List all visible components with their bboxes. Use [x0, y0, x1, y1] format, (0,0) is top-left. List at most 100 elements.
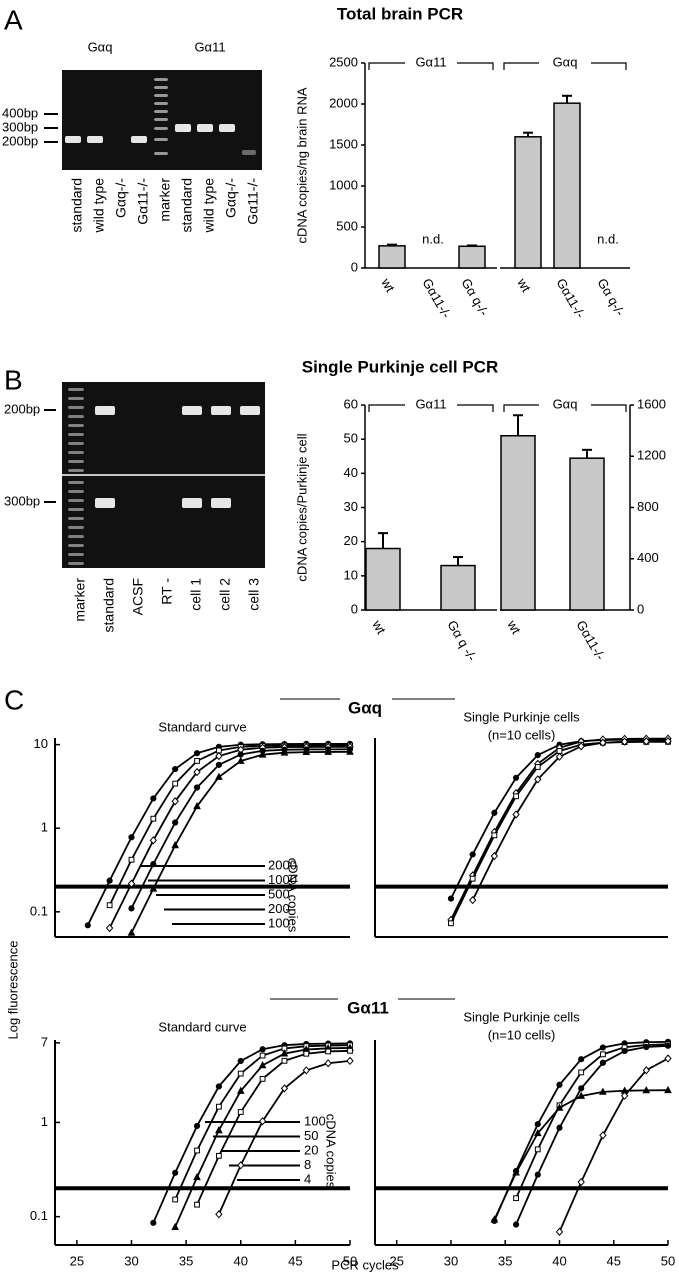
gel-band [68, 544, 84, 547]
point [556, 1124, 563, 1131]
x-tick-label: Gα11-/- [553, 276, 588, 321]
y-tick-label: 1 [41, 820, 48, 835]
point [259, 1046, 266, 1053]
point [215, 1083, 222, 1090]
y-axis-label: cDNA copies/Purkinje cell [294, 433, 309, 581]
gel-band [68, 406, 84, 409]
gel-band [68, 388, 84, 391]
point [577, 742, 585, 751]
point [215, 1126, 223, 1134]
legend-label: 2000 [268, 857, 297, 872]
point [237, 1109, 244, 1115]
point [664, 1042, 672, 1049]
x-tick-label: 30 [124, 1253, 138, 1268]
gel-band [182, 406, 202, 415]
gel-band [68, 562, 84, 565]
y-tick-label: 10 [34, 736, 48, 751]
point [215, 1152, 222, 1159]
x-tick-label: wt [369, 617, 389, 637]
x-tick-label: 25 [70, 1253, 84, 1268]
bar [440, 564, 476, 611]
gel-band [68, 526, 84, 529]
point [172, 780, 179, 787]
point [555, 752, 564, 761]
point [105, 923, 114, 933]
legend-title: cDNA copies [324, 1114, 339, 1189]
x-tick-label: 40 [552, 1253, 566, 1268]
bar [458, 245, 486, 269]
y-tick-label: 1 [41, 1114, 48, 1129]
chart-title: Standard curve [158, 1019, 246, 1034]
point [193, 767, 201, 777]
point [193, 1172, 201, 1181]
group-label: Gαq [553, 396, 578, 411]
series-line [515, 1043, 669, 1199]
lane-label: marker [72, 578, 88, 622]
x-tick-label: Gα q-/- [458, 276, 491, 319]
chart-title: Total brain PCR [337, 4, 463, 23]
y-tick-label: 30 [344, 499, 358, 514]
y-axis-label: Log fluorescence [5, 940, 20, 1039]
point [150, 1219, 157, 1226]
gel-band [154, 127, 168, 130]
point [490, 851, 499, 861]
point [556, 1081, 563, 1088]
point [469, 895, 477, 905]
point [620, 1091, 629, 1100]
point [172, 765, 179, 773]
gel-band [68, 433, 84, 436]
point [664, 737, 672, 746]
gel-band [68, 424, 84, 427]
y-tick-label: 0 [351, 259, 358, 274]
point [128, 905, 135, 912]
lane-label: cell 3 [246, 578, 262, 611]
gel-band [240, 406, 260, 415]
legend-label: 4 [304, 1171, 311, 1186]
point [642, 1066, 650, 1075]
gel-band [68, 442, 84, 445]
point [215, 1210, 223, 1219]
x-tick-label: 40 [234, 1253, 248, 1268]
point [149, 836, 157, 845]
point [259, 1052, 266, 1059]
series-line [493, 1089, 669, 1220]
point [555, 1227, 564, 1236]
gel-band [68, 460, 84, 463]
x-tick-label: Gα q-/- [594, 276, 627, 319]
point [215, 761, 222, 768]
series-line [558, 1057, 669, 1233]
legend-label: 8 [304, 1157, 311, 1172]
y2-tick-label: 1600 [637, 396, 666, 411]
lane-label: marker [157, 178, 173, 222]
bar [378, 245, 406, 269]
y-tick-label: 40 [344, 465, 358, 480]
gel-band [68, 499, 84, 502]
x-tick-label: Gα11-/- [573, 618, 608, 663]
y-axis-label: cDNA copies/ng brain RNA [294, 87, 309, 243]
point [534, 1171, 541, 1178]
group-bracket [503, 62, 627, 70]
point [643, 1043, 650, 1051]
point [491, 809, 498, 816]
series-line [152, 1042, 351, 1224]
point [664, 1054, 672, 1063]
point [512, 774, 520, 781]
gel-band [211, 406, 231, 415]
x-tick-label: 50 [343, 1253, 357, 1268]
y-tick-label: 2000 [329, 95, 358, 110]
legend-label: 100 [268, 915, 290, 930]
point [127, 879, 136, 888]
chart-title: Single Purkinje cell PCR [302, 357, 499, 376]
point [236, 756, 245, 764]
legend-label: 20 [304, 1142, 318, 1157]
chart-title: Single Purkinje cells [463, 709, 580, 724]
x-tick-label: wt [378, 275, 398, 295]
size-label: 400bp [2, 105, 38, 120]
series-line [108, 744, 350, 906]
gel-band [242, 150, 256, 155]
point [599, 1087, 607, 1095]
point [172, 1196, 179, 1203]
gel-band [68, 451, 84, 454]
point [325, 1048, 332, 1055]
